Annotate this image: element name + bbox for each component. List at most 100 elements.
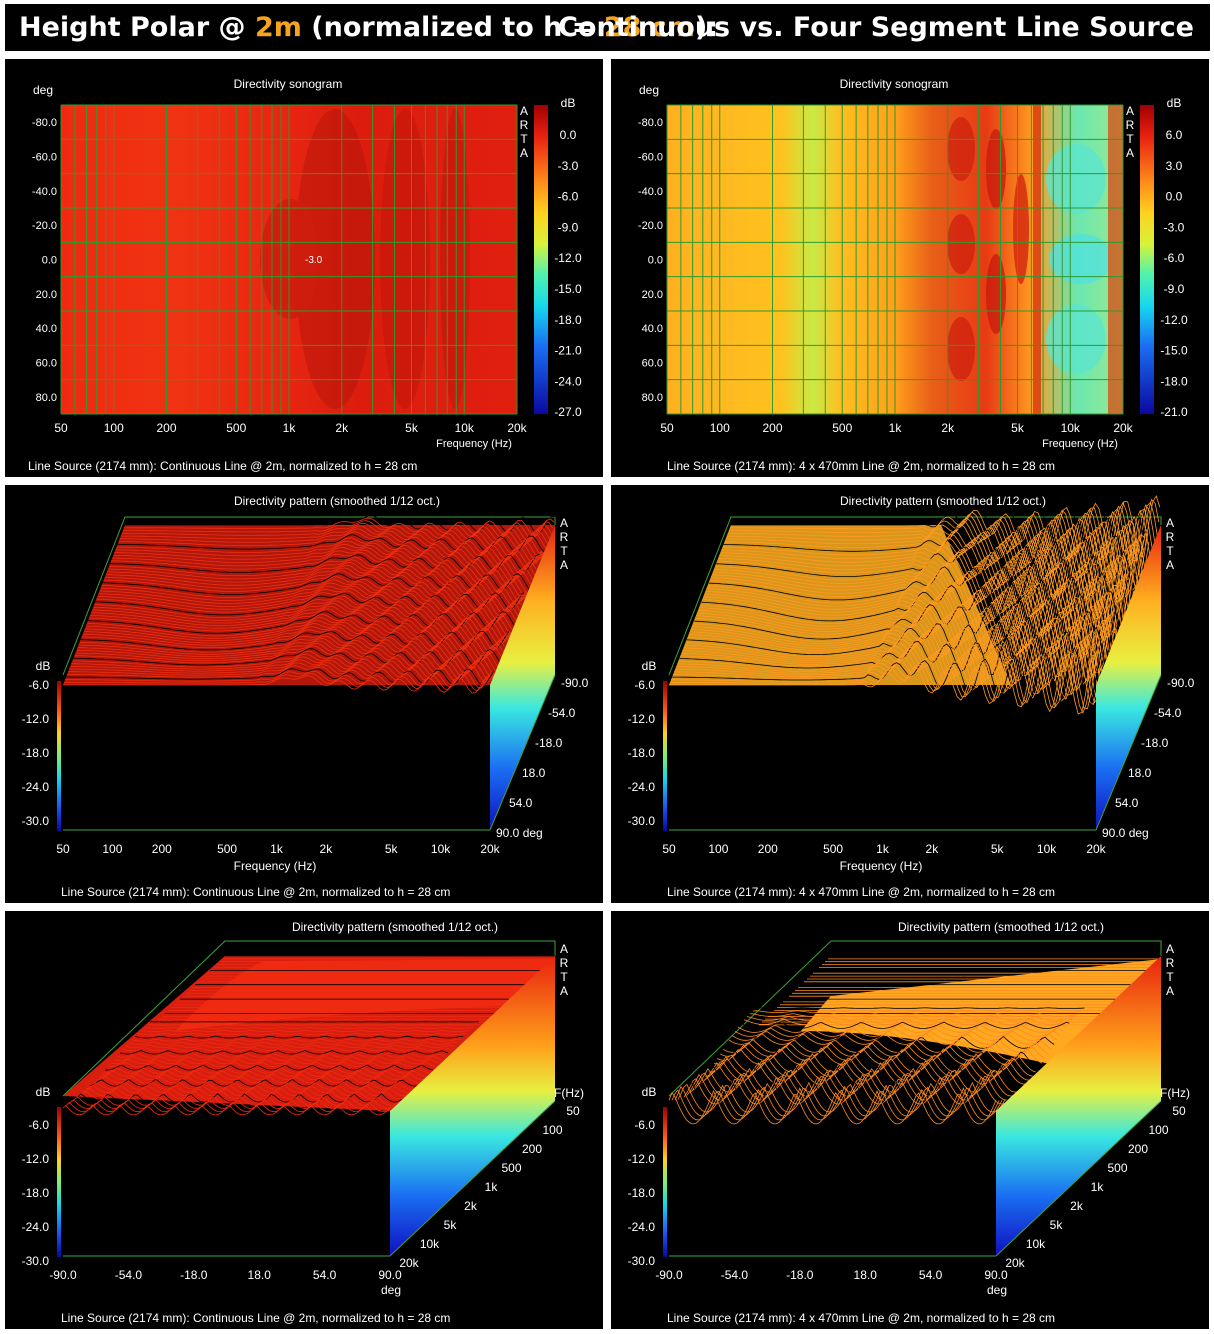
chart-title: Directivity pattern (smoothed 1/12 oct.) [898, 920, 1104, 934]
chart-title: Directivity pattern (smoothed 1/12 oct.) [234, 494, 440, 508]
colorbar-tick-label: -12.0 [554, 251, 582, 265]
svg-text:R: R [520, 118, 529, 132]
x-tick-label: 1k [283, 421, 297, 435]
caption: Line Source (2174 mm): Continuous Line @… [61, 885, 450, 899]
colorbar-tick-label: 0.0 [560, 128, 577, 142]
db-ticks: -6.0-12.0-18.0-24.0-30.0 [628, 1118, 656, 1268]
x-tick-label: 10k [455, 421, 475, 435]
depth-tick-label: 10k [420, 1237, 440, 1251]
svg-text:A: A [1126, 104, 1134, 118]
chart-title: Directivity sonogram [234, 77, 343, 91]
caption: Line Source (2174 mm): 4 x 470mm Line @ … [667, 459, 1055, 473]
depth-tick-label: 500 [501, 1161, 521, 1175]
depth-tick-label: 90.0 deg [496, 826, 543, 840]
db-colorbar [57, 1107, 61, 1257]
svg-text:T: T [1166, 544, 1174, 558]
depth-tick-label: 1k [1091, 1180, 1105, 1194]
depth-tick-label: 200 [522, 1142, 542, 1156]
db-tick-label: -24.0 [628, 1220, 656, 1234]
y-tick-label: 60.0 [642, 358, 663, 370]
x-tick-label: 5k [385, 842, 399, 856]
depth-tick-label: 90.0 deg [1102, 826, 1149, 840]
svg-text:T: T [560, 970, 568, 984]
y-tick-label: 40.0 [642, 323, 663, 335]
colorbar-tick-label: -15.0 [1160, 344, 1188, 358]
panel-polar3d-continuous: Directivity pattern (smoothed 1/12 oct.)… [5, 911, 603, 1329]
x-tick-label: -18.0 [786, 1268, 814, 1282]
colorbar [534, 105, 548, 414]
x-tick-label: 2k [320, 842, 334, 856]
depth-tick-label: 50 [1172, 1104, 1186, 1118]
x-tick-label: 20k [1086, 842, 1106, 856]
x-axis-label: Frequency (Hz) [1042, 438, 1118, 450]
svg-text:T: T [1126, 132, 1134, 146]
colorbar-tick-label: -6.0 [1164, 251, 1185, 265]
db-tick-label: -30.0 [628, 1254, 656, 1268]
svg-text:A: A [520, 104, 528, 118]
x-tick-label: 20k [480, 842, 500, 856]
y-tick-label: -40.0 [638, 186, 663, 198]
depth-axis-unit: F(Hz) [1160, 1086, 1190, 1100]
svg-text:A: A [560, 516, 568, 530]
y-tick-label: -80.0 [638, 117, 663, 129]
x-tick-label: 500 [226, 421, 246, 435]
x-tick-label: 90.0 [984, 1268, 1008, 1282]
x-axis-unit: deg [987, 1283, 1007, 1297]
surface-line [147, 1025, 476, 1026]
x-tick-label: 100 [710, 421, 730, 435]
depth-tick-label: 18.0 [1128, 766, 1152, 780]
y-tick-label: 20.0 [36, 289, 57, 301]
x-tick-label: 1k [889, 421, 903, 435]
db-tick-label: -30.0 [628, 814, 656, 828]
chart-title: Directivity pattern (smoothed 1/12 oct.) [292, 920, 498, 934]
depth-tick-label: 5k [1050, 1218, 1064, 1232]
y-tick-label: -20.0 [638, 220, 663, 232]
x-tick-label: 10k [1061, 421, 1081, 435]
svg-text:A: A [1166, 558, 1174, 572]
panel-sonogram-segmented: Directivity sonogram deg -80.0-60.0-40.0… [611, 59, 1209, 477]
x-tick-label: 2k [335, 421, 349, 435]
x-tick-label: -90.0 [655, 1268, 683, 1282]
depth-tick-label: -90.0 [561, 676, 589, 690]
sonogram-segmented-chart: Directivity sonogram deg -80.0-60.0-40.0… [611, 59, 1209, 477]
y-tick-label: 80.0 [642, 392, 663, 404]
svg-text:A: A [560, 984, 568, 998]
db-tick-label: -30.0 [22, 1254, 50, 1268]
polar3d-segmented-chart: Directivity pattern (smoothed 1/12 oct.)… [611, 911, 1209, 1329]
x-axis-label: Frequency (Hz) [840, 859, 923, 873]
arta-mark: AR TA [1166, 516, 1175, 572]
x-tick-label: 100 [102, 842, 122, 856]
y-tick-label: 20.0 [642, 289, 663, 301]
panel-waterfall-continuous: Directivity pattern (smoothed 1/12 oct.)… [5, 485, 603, 903]
colorbar-ticks: 0.0-3.0-6.0-9.0-12.0-15.0-18.0-21.0-24.0… [554, 128, 582, 419]
x-tick-label: 90.0 [378, 1268, 402, 1282]
colorbar-tick-label: -6.0 [558, 190, 579, 204]
x-tick-label: 50 [660, 421, 674, 435]
x-tick-label: 1k [270, 842, 284, 856]
db-ticks: -6.0-12.0-18.0-24.0-30.0 [22, 678, 50, 828]
x-tick-label: 54.0 [313, 1268, 337, 1282]
db-tick-label: -18.0 [22, 1186, 50, 1200]
colorbar-unit: dB [1167, 96, 1182, 110]
x-tick-label: 50 [54, 421, 68, 435]
panel-sonogram-continuous: Directivity sonogram deg -3.0 -80.0-60.0… [5, 59, 603, 477]
db-colorbar [663, 681, 667, 831]
db-tick-label: -18.0 [628, 746, 656, 760]
title-comparison: Continuous vs. Four Segment Line Source [558, 4, 1194, 51]
y-unit-label: deg [639, 83, 659, 97]
y-tick-label: 0.0 [42, 255, 57, 267]
colorbar-tick-label: -27.0 [554, 405, 582, 419]
svg-text:R: R [1166, 956, 1175, 970]
db-unit: dB [642, 1085, 657, 1099]
x-tick-label: 20k [1113, 421, 1133, 435]
colorbar-tick-label: -3.0 [1164, 220, 1185, 234]
panel-polar3d-segmented: Directivity pattern (smoothed 1/12 oct.)… [611, 911, 1209, 1329]
db-tick-label: -6.0 [634, 1118, 655, 1132]
depth-tick-label: 54.0 [1115, 796, 1139, 810]
panel-waterfall-segmented: Directivity pattern (smoothed 1/12 oct.)… [611, 485, 1209, 903]
db-tick-label: -24.0 [22, 1220, 50, 1234]
